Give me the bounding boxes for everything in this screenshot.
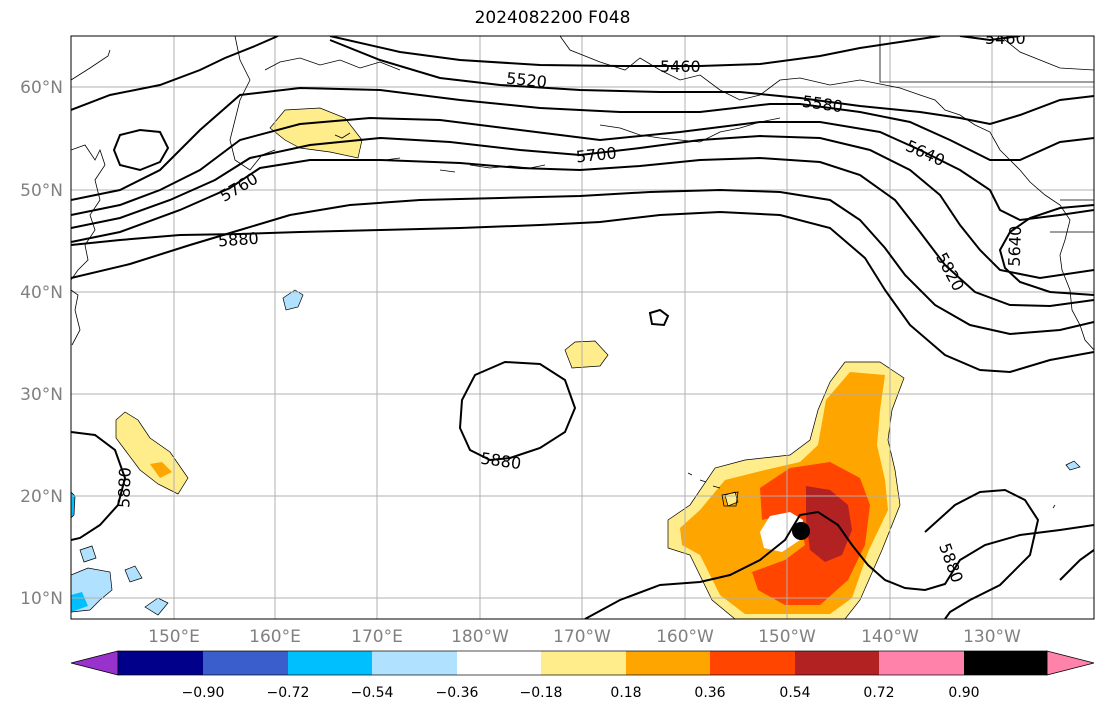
colorbar-bin bbox=[541, 651, 626, 675]
contour-label: 5460 bbox=[660, 57, 701, 76]
contour-5760 bbox=[71, 156, 1094, 308]
lat-tick-label: 10°N bbox=[20, 589, 63, 609]
colorbar-bin bbox=[710, 651, 795, 675]
colorbar-bin bbox=[879, 651, 964, 675]
lat-tick-label: 40°N bbox=[20, 283, 63, 303]
contour-5880-north bbox=[71, 210, 1094, 374]
contour-5820 bbox=[71, 188, 1094, 336]
shaded-anomaly-fields bbox=[71, 107, 1081, 619]
contour-5880-storm bbox=[584, 488, 1094, 619]
colorbar-tick-label: −0.18 bbox=[520, 685, 563, 701]
colorbar-tick-label: 0.72 bbox=[863, 685, 894, 701]
negative-anomaly-7 bbox=[1065, 460, 1081, 471]
contour-label: 5700 bbox=[575, 143, 617, 166]
colorbar-tick-label: −0.54 bbox=[351, 685, 394, 701]
colorbar-bin bbox=[795, 651, 879, 675]
lat-axis: 10°N 20°N 30°N 40°N 50°N 60°N bbox=[20, 78, 63, 609]
colorbar-bin bbox=[964, 651, 1047, 675]
map-frame bbox=[70, 35, 1095, 620]
lon-axis: 150°E 160°E 170°E 180°W 170°W 160°W 150°… bbox=[148, 627, 1021, 647]
negative-anomaly-5 bbox=[144, 597, 169, 616]
lon-tick-label: 180°W bbox=[451, 627, 509, 647]
positive-anomaly-west bbox=[115, 411, 189, 495]
colorbar-tick-label: 0.54 bbox=[779, 685, 810, 701]
contour-5640-east bbox=[998, 204, 1094, 296]
contour-5880-anticyclone bbox=[458, 360, 577, 462]
colorbar: −0.90 −0.72 −0.54 −0.36 −0.18 0.18 0.36 … bbox=[70, 650, 1095, 701]
contour-5580 bbox=[71, 86, 1094, 201]
coastlines bbox=[71, 36, 1094, 509]
negative-anomaly-6 bbox=[79, 545, 97, 563]
lon-tick-label: 170°E bbox=[351, 627, 403, 647]
negative-anomaly-3 bbox=[71, 592, 88, 612]
contour-5640 bbox=[71, 116, 1094, 222]
chart-title: 2024082200 F048 bbox=[474, 8, 631, 28]
lon-tick-label: 150°E bbox=[148, 627, 200, 647]
gridlines bbox=[71, 36, 1094, 619]
colorbar-tick-label: 0.90 bbox=[948, 685, 979, 701]
lon-tick-label: 170°W bbox=[553, 627, 611, 647]
contour-low-west bbox=[112, 128, 170, 172]
colorbar-bin bbox=[372, 651, 457, 675]
colorbar-outline bbox=[117, 650, 1048, 676]
contour-label: 5460 bbox=[985, 29, 1026, 48]
lat-tick-label: 50°N bbox=[20, 181, 63, 201]
lat-tick-label: 30°N bbox=[20, 385, 63, 405]
colorbar-tick-label: −0.90 bbox=[182, 685, 225, 701]
positive-anomaly-mid bbox=[564, 340, 609, 369]
contour-5460-ne bbox=[959, 36, 1021, 42]
contour-label: 5640 bbox=[1005, 225, 1025, 266]
lon-tick-label: 160°W bbox=[656, 627, 714, 647]
colorbar-bin bbox=[288, 651, 372, 675]
contour-5880-se bbox=[1059, 549, 1094, 581]
contour-label: 5880 bbox=[217, 229, 259, 251]
colorbar-bin bbox=[457, 651, 541, 675]
colorbar-tick-label: 0.18 bbox=[610, 685, 641, 701]
negative-anomaly-8 bbox=[71, 491, 76, 519]
storm-center-marker bbox=[792, 522, 810, 540]
colorbar-bin bbox=[203, 651, 288, 675]
positive-anomaly-0.72 bbox=[806, 486, 852, 562]
colorbar-tick-label: −0.36 bbox=[436, 685, 479, 701]
lon-tick-label: 140°W bbox=[861, 627, 919, 647]
lat-tick-label: 20°N bbox=[20, 487, 63, 507]
contour-label: 5880 bbox=[114, 467, 134, 508]
contour-5880-cell bbox=[648, 308, 670, 327]
lon-tick-label: 150°W bbox=[758, 627, 816, 647]
colorbar-extend-min bbox=[70, 650, 119, 676]
contour-5460 bbox=[329, 36, 941, 67]
contour-5880-west bbox=[71, 431, 127, 541]
negative-anomaly-1 bbox=[282, 289, 304, 311]
colorbar-bin bbox=[118, 651, 203, 675]
negative-anomaly-4 bbox=[124, 565, 143, 583]
map-area: 5460 5460 5520 5580 5640 5640 5700 5760 … bbox=[71, 29, 1094, 619]
colorbar-tick-label: −0.72 bbox=[267, 685, 310, 701]
colorbar-extend-max bbox=[1046, 650, 1095, 676]
storm-eye-hole bbox=[760, 512, 803, 552]
height-contours bbox=[71, 36, 1094, 619]
lat-tick-label: 60°N bbox=[20, 78, 63, 98]
contour-5520 bbox=[71, 36, 1094, 126]
contour-5700 bbox=[71, 134, 1094, 280]
positive-anomaly-west-core bbox=[150, 462, 172, 478]
colorbar-tick-label: 0.36 bbox=[694, 685, 725, 701]
colorbar-bin bbox=[626, 651, 710, 675]
contour-label: 5520 bbox=[505, 69, 547, 92]
lon-tick-label: 160°E bbox=[249, 627, 301, 647]
lon-tick-label: 130°W bbox=[963, 627, 1021, 647]
